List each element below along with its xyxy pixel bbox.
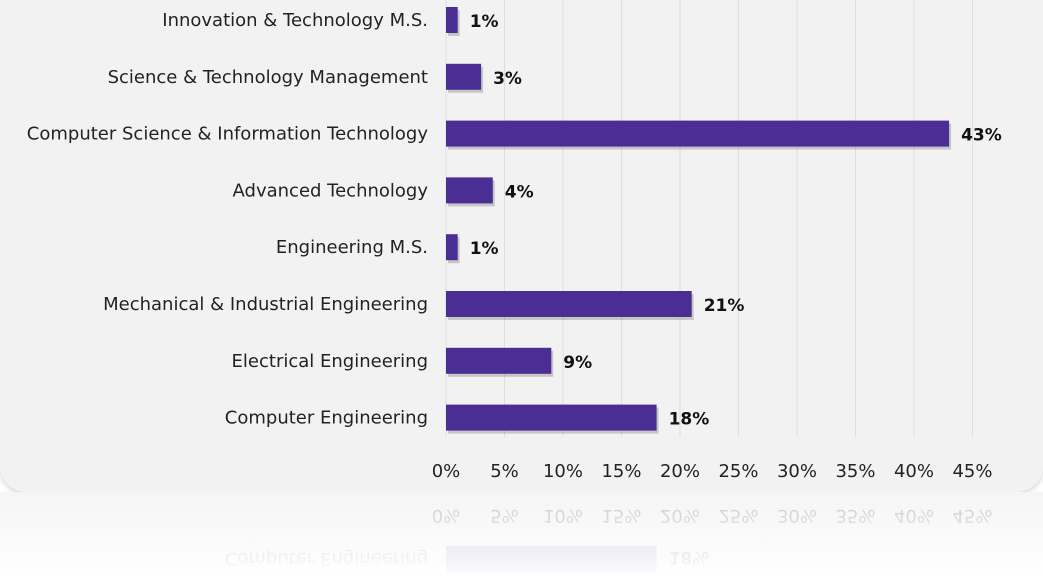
category-label: Computer Engineering <box>225 408 428 429</box>
reflection-tick-label: 40% <box>894 505 934 526</box>
data-label: 9% <box>563 353 592 373</box>
bar-chart: Innovation & Technology M.S. 1% Science & … <box>0 0 1043 492</box>
x-tick-label: 25% <box>718 461 758 482</box>
category-label: Mechanical & Industrial Engineering <box>103 294 428 315</box>
category-label: Computer Science & Information Technolog… <box>27 124 429 145</box>
category-label: Electrical Engineering <box>232 351 428 372</box>
reflection-tick-label: 25% <box>718 505 758 526</box>
x-tick-label: 5% <box>490 461 519 482</box>
reflection-tick-label: 0% <box>432 505 461 526</box>
bar <box>446 234 458 260</box>
x-tick-label: 15% <box>601 461 641 482</box>
bar <box>446 405 657 431</box>
bar <box>446 7 458 33</box>
category-label: Engineering M.S. <box>276 237 428 258</box>
data-label: 3% <box>493 69 522 89</box>
x-tick-label: 45% <box>952 461 992 482</box>
reflection-category-label: Computer Engineering <box>225 548 428 569</box>
x-tick-label: 40% <box>894 461 934 482</box>
bar <box>446 177 493 203</box>
data-label: 4% <box>505 182 534 202</box>
x-tick-label: 35% <box>835 461 875 482</box>
bar <box>446 348 551 374</box>
reflection-tick-label: 30% <box>777 505 817 526</box>
data-label: 21% <box>704 296 745 316</box>
category-label: Advanced Technology <box>233 180 429 201</box>
reflection-tick-label: 5% <box>490 505 519 526</box>
bar <box>446 64 481 90</box>
category-label: Innovation & Technology M.S. <box>162 10 428 31</box>
data-label: 43% <box>961 126 1002 146</box>
reflection-graphic: Computer Engineering 18% 0% 5% 10% 15% 20% 25% 3… <box>0 492 1043 580</box>
data-label: 1% <box>470 239 499 259</box>
data-label: 1% <box>470 12 499 32</box>
bar <box>446 291 692 317</box>
x-tick-label: 30% <box>777 461 817 482</box>
chart-reflection: Computer Engineering 18% 0% 5% 10% 15% 20% 25% 3… <box>0 492 1043 580</box>
reflection-data-label: 18% <box>669 547 710 567</box>
category-label: Science & Technology Management <box>108 67 428 88</box>
x-tick-label: 20% <box>660 461 700 482</box>
reflection-tick-label: 45% <box>952 505 992 526</box>
reflection-tick-label: 15% <box>601 505 641 526</box>
x-tick-label: 10% <box>543 461 583 482</box>
chart-panel: Innovation & Technology M.S. 1% Science & … <box>0 0 1043 492</box>
reflection-tick-label: 20% <box>660 505 700 526</box>
reflection-tick-label: 10% <box>543 505 583 526</box>
x-tick-label: 0% <box>432 461 461 482</box>
data-label: 18% <box>669 410 710 430</box>
bar <box>446 121 949 147</box>
reflection-bar <box>446 546 657 572</box>
reflection-tick-label: 35% <box>835 505 875 526</box>
